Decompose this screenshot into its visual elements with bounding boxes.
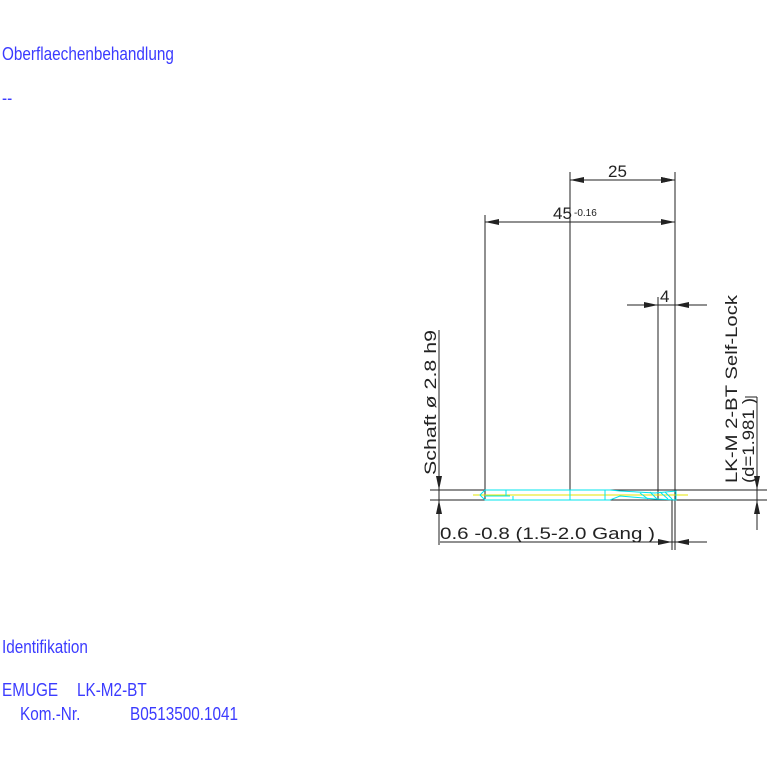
product-code: LK-M2-BT — [77, 680, 147, 700]
thread-diameter: (d=1.981 ) — [739, 398, 758, 483]
kom-nr-value: B0513500.1041 — [130, 704, 239, 724]
tool-outline — [473, 489, 688, 501]
surface-treatment-label: Oberflaechenbehandlung — [2, 44, 174, 64]
chamfer-label: 0.6 -0.8 (1.5-2.0 Gang ) — [440, 524, 655, 543]
thread-label: LK-M 2-BT Self-Lock — [722, 294, 741, 483]
dim-45-tolerance: -0.16 — [574, 208, 597, 219]
dim-25-text: 25 — [608, 162, 627, 181]
identification-label: Identifikation — [2, 637, 88, 657]
dim-4-text: 4 — [660, 287, 669, 306]
surface-treatment-value: -- — [2, 88, 13, 108]
kom-nr-label: Kom.-Nr. — [20, 704, 81, 724]
dim-45-text: 45 — [553, 204, 572, 223]
shank-label: Schaft ø 2.8 h9 — [421, 330, 440, 475]
dimension-lines — [436, 177, 760, 545]
brand-name: EMUGE — [2, 680, 59, 700]
extension-lines — [430, 172, 767, 550]
